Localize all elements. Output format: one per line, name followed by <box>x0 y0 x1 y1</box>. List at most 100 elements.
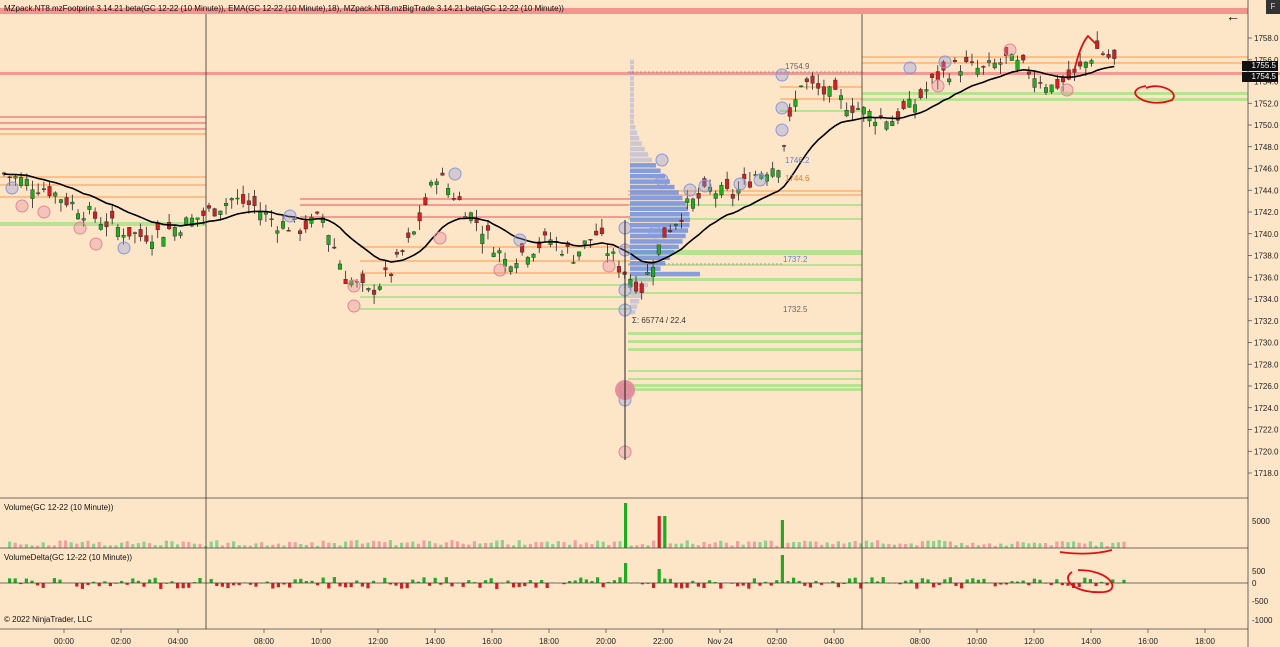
candle <box>332 246 337 249</box>
delta-bar <box>937 583 941 585</box>
candle <box>884 121 889 130</box>
delta-bar <box>450 583 454 587</box>
x-tick-label: 10:00 <box>967 637 988 646</box>
bigtrade-marker <box>15 199 29 213</box>
candle <box>189 217 194 227</box>
level-line <box>780 110 862 112</box>
volume-bar <box>36 545 40 548</box>
volume-bar <box>1032 542 1036 548</box>
volume-bar <box>13 542 17 548</box>
candle <box>76 213 81 220</box>
level-line <box>862 98 1248 101</box>
volume-bar <box>904 543 908 548</box>
delta-bar <box>848 578 852 583</box>
volume-bar <box>702 541 706 548</box>
delta-bar <box>36 583 40 586</box>
panel-menu-icon[interactable]: F <box>1266 0 1280 14</box>
bigtrade-marker <box>493 263 507 277</box>
y-tick-label: 1740.0 <box>1254 230 1279 239</box>
volume-bar <box>1004 545 1008 548</box>
y-tick-label: 1754.0 <box>1254 78 1279 87</box>
bigtrade-marker <box>903 61 917 75</box>
volume-bar <box>534 542 538 548</box>
delta-bar <box>870 577 874 583</box>
y-tick-label: 1722.0 <box>1254 426 1279 435</box>
candle <box>742 173 747 180</box>
delta-bar <box>842 583 846 584</box>
volume-bar <box>831 544 835 548</box>
volume-bar <box>372 540 376 548</box>
back-arrow-icon[interactable]: ← <box>1226 8 1240 24</box>
delta-bar <box>304 580 308 583</box>
profile-bar <box>630 266 661 271</box>
level-line <box>628 250 862 255</box>
delta-bar <box>859 583 863 589</box>
volume-bar <box>271 544 275 548</box>
delta-bar <box>596 577 600 583</box>
candle <box>787 107 792 117</box>
y-tick-label: 1734.0 <box>1254 295 1279 304</box>
volume-bar <box>1021 542 1025 548</box>
delta-bar <box>618 577 622 583</box>
candle <box>776 170 781 178</box>
volume-bar <box>41 542 45 548</box>
candle <box>104 221 109 228</box>
profile-bar <box>630 163 657 168</box>
delta-bar <box>792 577 796 583</box>
candle <box>599 227 604 234</box>
volume-bar <box>92 543 96 548</box>
bigtrade-marker <box>775 123 789 137</box>
candle <box>685 198 690 203</box>
volume-bar <box>344 541 348 548</box>
delta-bar <box>752 578 756 583</box>
volume-bar <box>472 541 476 548</box>
level-line <box>0 133 206 135</box>
volume-bar <box>853 541 857 548</box>
level-line <box>300 204 630 206</box>
candle <box>508 266 513 272</box>
bigtrade-marker <box>938 55 952 69</box>
profile-bar <box>630 184 675 190</box>
candle <box>115 227 120 237</box>
candle <box>907 98 912 108</box>
delta-bar <box>926 579 930 583</box>
volume-panel-title: Volume(GC 12-22 (10 Minute)) <box>4 503 114 512</box>
candle <box>616 266 621 273</box>
delta-bar <box>372 580 376 583</box>
candle <box>861 107 866 115</box>
volume-bar <box>64 540 68 548</box>
candle <box>975 67 980 75</box>
profile-bar <box>630 152 649 157</box>
volume-bar <box>540 542 544 548</box>
candle <box>58 199 63 203</box>
volume-bar <box>1088 541 1092 548</box>
candle <box>411 231 416 235</box>
volume-bar <box>428 541 432 548</box>
volume-bar <box>1105 545 1109 548</box>
level-line <box>628 218 862 220</box>
candle <box>1009 54 1014 61</box>
delta-bar <box>422 577 426 583</box>
candle <box>275 230 280 234</box>
candle <box>1043 87 1048 93</box>
volume-bar <box>612 541 616 548</box>
volume-bar <box>887 543 891 548</box>
volume-bar <box>1094 545 1098 548</box>
volume-bar <box>444 542 448 548</box>
profile-bar <box>630 179 670 184</box>
delta-bar <box>607 581 611 583</box>
candle <box>434 181 439 185</box>
volume-bar <box>366 542 370 548</box>
volume-bar <box>495 540 499 548</box>
volume-bar <box>1060 541 1064 548</box>
candle <box>656 244 661 255</box>
volume-bar <box>618 541 622 548</box>
delta-bar <box>198 577 202 583</box>
level-line <box>628 340 862 343</box>
candle <box>998 62 1003 65</box>
volume-bar <box>551 544 555 548</box>
volume-bar <box>909 543 913 548</box>
volume-bar <box>747 541 751 548</box>
profile-bar <box>630 293 642 299</box>
